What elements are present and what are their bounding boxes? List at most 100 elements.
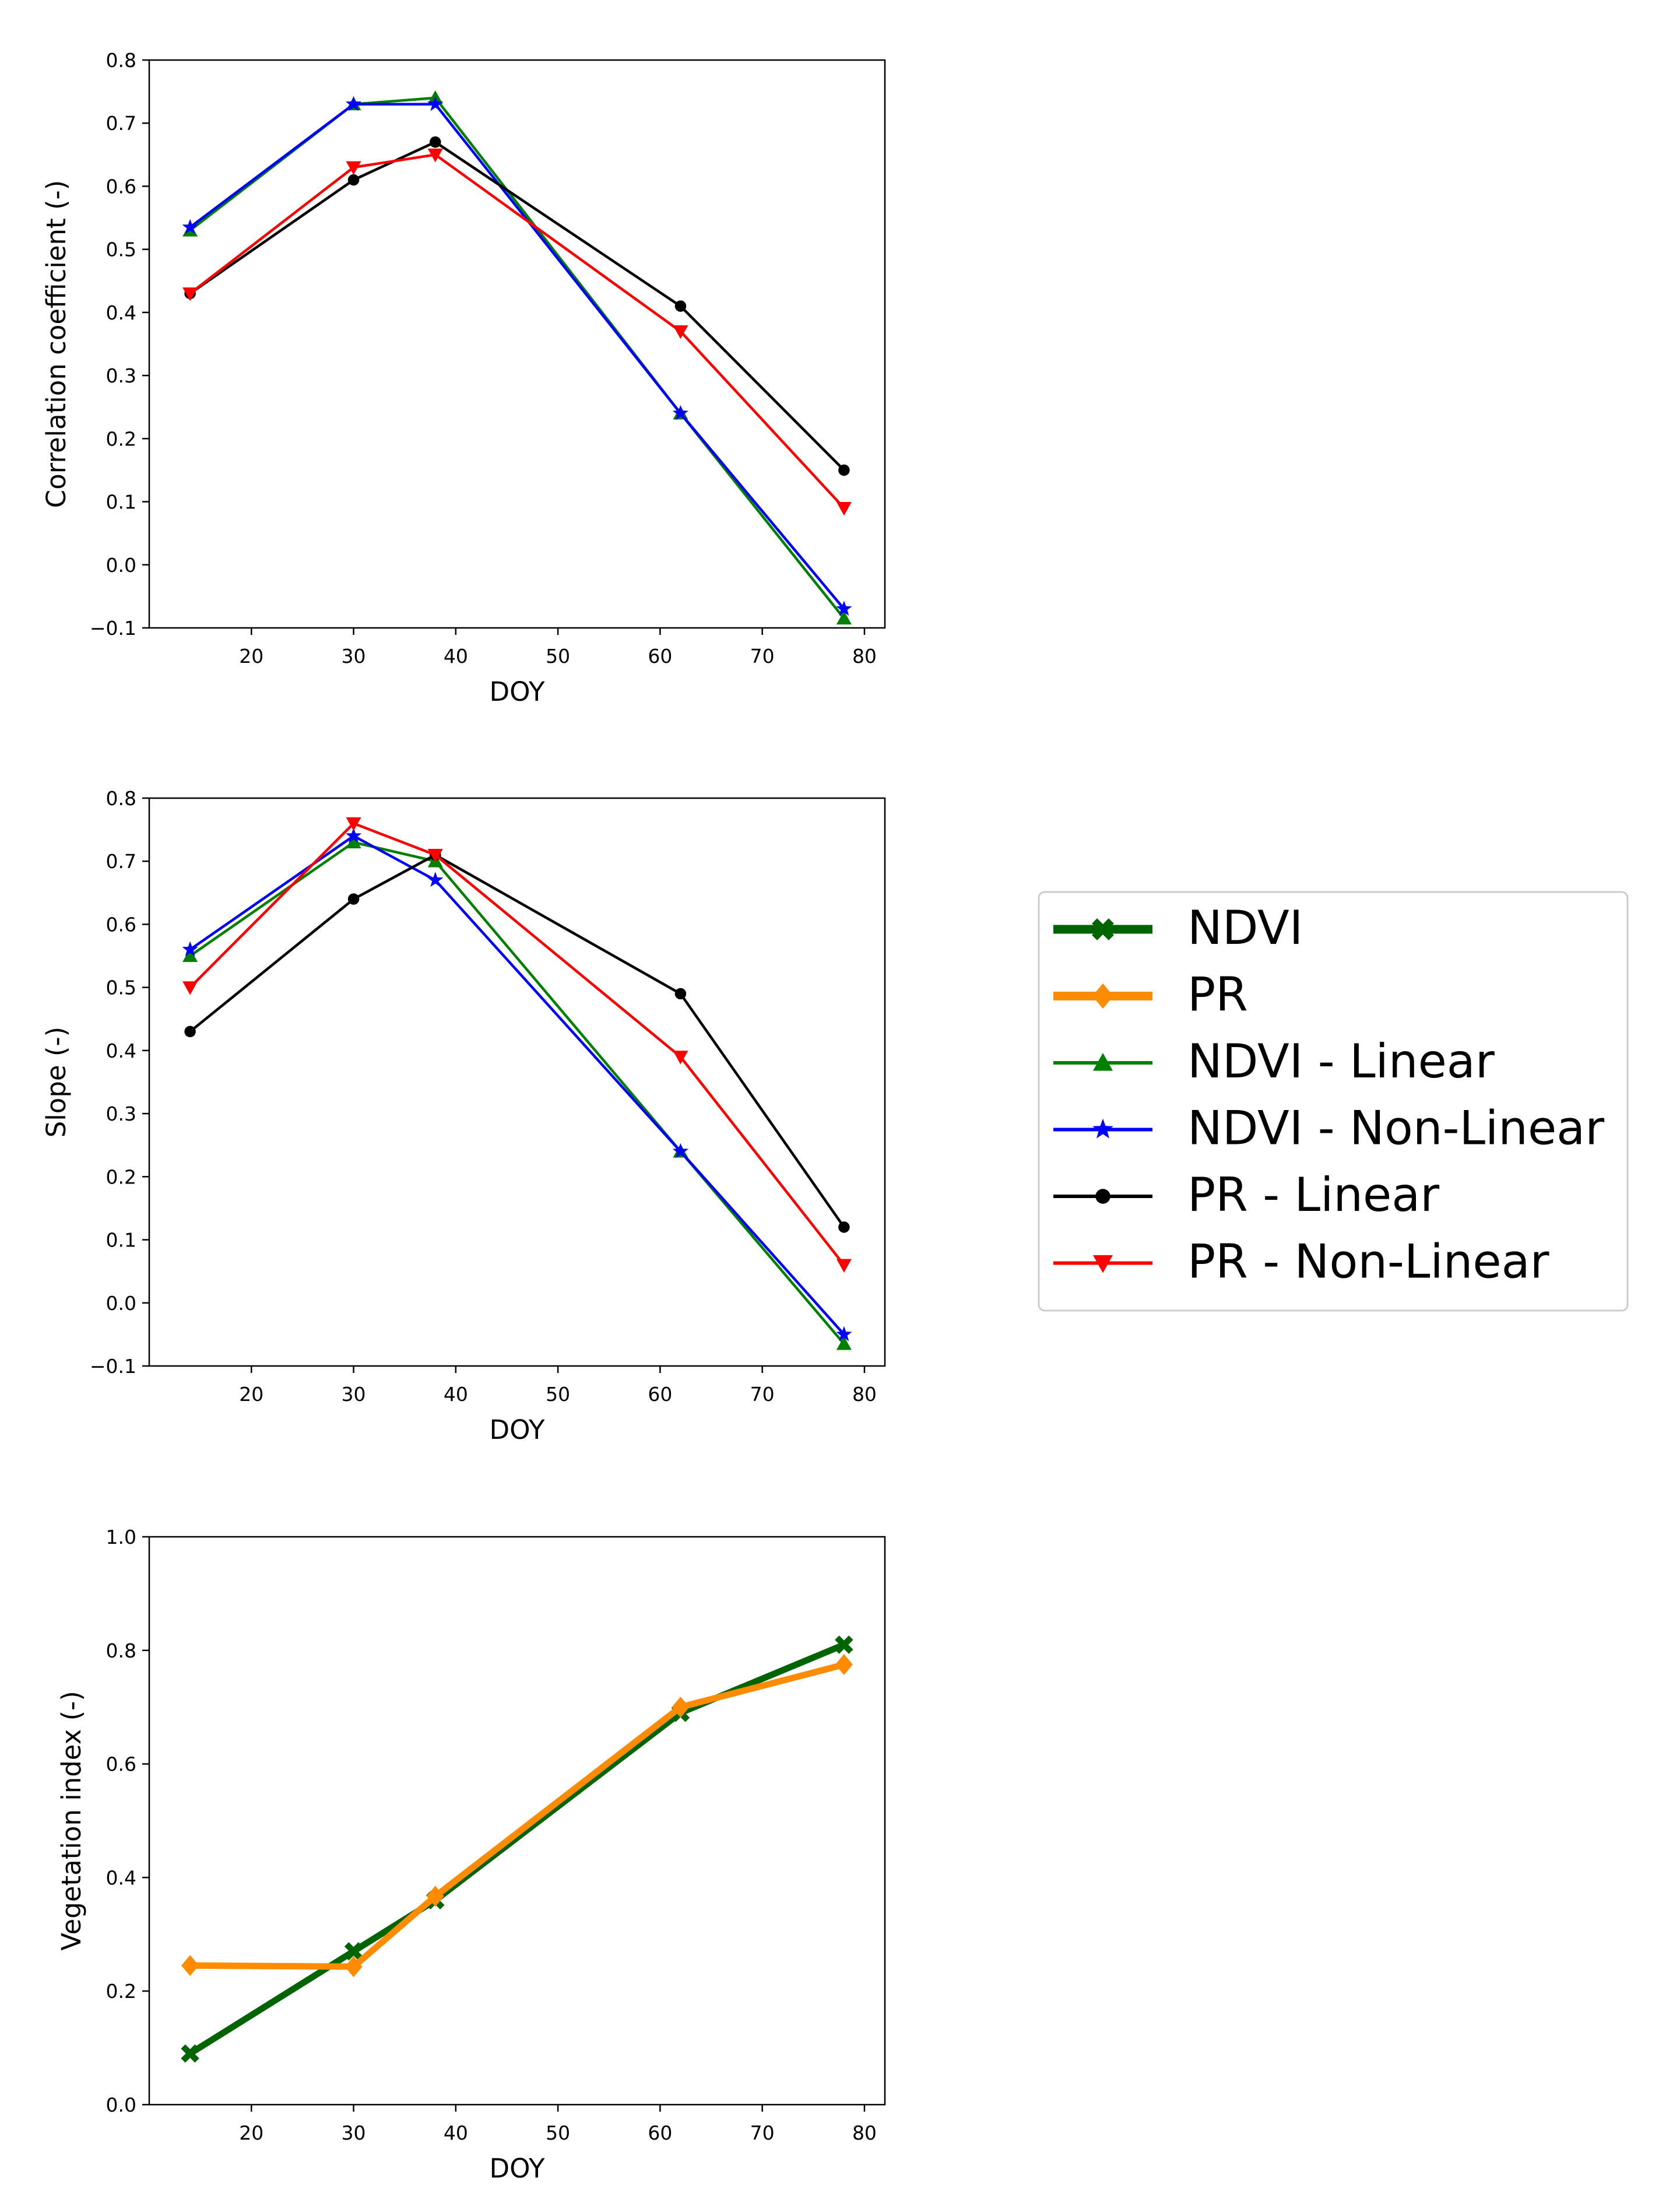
y-tick-label: 0.7 [106, 112, 136, 135]
data-point [836, 610, 852, 625]
y-tick-label: 0.7 [106, 850, 136, 873]
x-tick-label: 30 [342, 2122, 366, 2144]
data-point [430, 136, 441, 148]
y-tick-label: 1.0 [106, 1526, 136, 1548]
y-tick-label: 0.3 [106, 364, 136, 387]
legend-marker [1092, 983, 1113, 1009]
y-tick-label: 0.8 [106, 49, 136, 72]
legend-label: NDVI [1187, 901, 1303, 955]
x-axis-label: DOY [489, 1414, 545, 1445]
data-point [427, 849, 443, 863]
plot-frame [148, 797, 886, 1367]
series-line [189, 96, 845, 620]
x-tick-label: 80 [852, 1383, 877, 1406]
x-tick-label: 50 [546, 1383, 570, 1406]
y-axis-label: Vegetation index (-) [56, 1691, 87, 1951]
data-point [673, 325, 688, 339]
legend-marker [1092, 1118, 1113, 1139]
data-point [427, 148, 443, 163]
data-point [346, 161, 361, 175]
y-tick-label: 0.1 [106, 491, 136, 514]
y-tick-label: −0.1 [90, 1355, 136, 1378]
legend-entry: NDVI - Linear [1053, 1034, 1495, 1088]
data-point [835, 1654, 853, 1676]
y-tick-label: 0.6 [106, 1753, 136, 1776]
x-tick-label: 80 [852, 645, 877, 668]
y-axis-label: Slope (-) [41, 1027, 72, 1138]
plot-frame [148, 1536, 886, 2106]
legend-marker [1093, 1255, 1113, 1273]
y-tick-label: 0.5 [106, 238, 136, 261]
legend-entry: PR - Non-Linear [1053, 1235, 1549, 1289]
series-ndvi [181, 1635, 853, 2063]
data-point [182, 948, 198, 962]
legend-entry: PR - Linear [1053, 1168, 1439, 1222]
legend-entry: NDVI - Non-Linear [1053, 1101, 1604, 1156]
legend-box [1038, 891, 1629, 1312]
legend-label: PR - Linear [1187, 1168, 1439, 1222]
data-point [838, 1221, 850, 1233]
chart-panel-2: 20 30 40 50 60 70 80 −0.1 0.0 0.1 0.2 0.3 0.4 0.5 0.6 0… [41, 787, 886, 1445]
legend-label: PR [1187, 968, 1248, 1022]
legend-label: NDVI - Non-Linear [1187, 1101, 1604, 1156]
series-ndvi-non-linear [182, 827, 852, 1341]
legend-label: NDVI - Linear [1187, 1034, 1495, 1088]
data-point [182, 941, 198, 957]
x-tick-label: 70 [750, 645, 775, 668]
data-point [836, 1259, 852, 1273]
series-ndvi-non-linear [182, 96, 852, 616]
y-tick-label: 0.4 [106, 1039, 136, 1062]
x-axis-label: DOY [489, 2153, 545, 2184]
x-tick-label: 40 [444, 2122, 468, 2144]
y-tick-label: 0.0 [106, 1292, 136, 1315]
series-line [188, 1642, 846, 2056]
data-point [346, 827, 362, 843]
x-tick-label: 40 [444, 645, 468, 668]
y-tick-label: 0.6 [106, 175, 136, 198]
x-tick-label: 50 [546, 2122, 570, 2144]
data-point [427, 872, 444, 887]
x-tick-label: 70 [750, 1383, 775, 1406]
data-point [838, 464, 850, 476]
data-point [674, 988, 687, 1000]
series-ndvi-linear [182, 834, 852, 1350]
data-point [181, 2044, 199, 2063]
data-point [836, 600, 852, 616]
data-point [181, 1955, 199, 1976]
series-line [189, 141, 845, 471]
y-tick-label: 0.0 [106, 554, 136, 577]
x-tick-label: 20 [239, 645, 263, 668]
data-point [672, 405, 688, 420]
data-point [835, 1635, 853, 1654]
y-tick-label: 0.1 [106, 1229, 136, 1252]
data-point [836, 1326, 852, 1341]
data-point [184, 1026, 196, 1038]
series-ndvi-linear [182, 90, 852, 625]
y-tick-label: 0.2 [106, 1980, 136, 2003]
x-tick-label: 20 [239, 1383, 263, 1406]
legend-marker [1092, 918, 1114, 940]
data-point [836, 1336, 852, 1350]
x-tick-label: 60 [648, 2122, 672, 2144]
y-tick-label: 0.5 [106, 977, 136, 999]
series-pr-non-linear [182, 817, 852, 1273]
y-tick-label: 0.4 [106, 301, 136, 324]
data-point [672, 1143, 688, 1158]
data-point [347, 174, 360, 186]
y-tick-label: 0.2 [106, 427, 136, 450]
legend-entry: PR [1053, 968, 1248, 1022]
x-tick-label: 50 [546, 645, 570, 668]
plot-frame [148, 59, 886, 629]
data-point [674, 300, 687, 312]
data-point [344, 1942, 363, 1961]
x-axis-label: DOY [489, 676, 545, 707]
series-pr [181, 1654, 853, 1978]
chart-panel-1: 20 30 40 50 60 70 80 −0.1 0.0 0.1 0.2 0.3 0.4 0.5 0.6 0… [41, 49, 886, 707]
y-tick-label: −0.1 [90, 617, 136, 640]
series-line [189, 822, 845, 1266]
y-tick-label: 0.6 [106, 913, 136, 936]
data-point [347, 893, 360, 905]
y-tick-label: 0.3 [106, 1102, 136, 1125]
series-line [189, 841, 845, 1345]
y-tick-label: 0.2 [106, 1165, 136, 1188]
